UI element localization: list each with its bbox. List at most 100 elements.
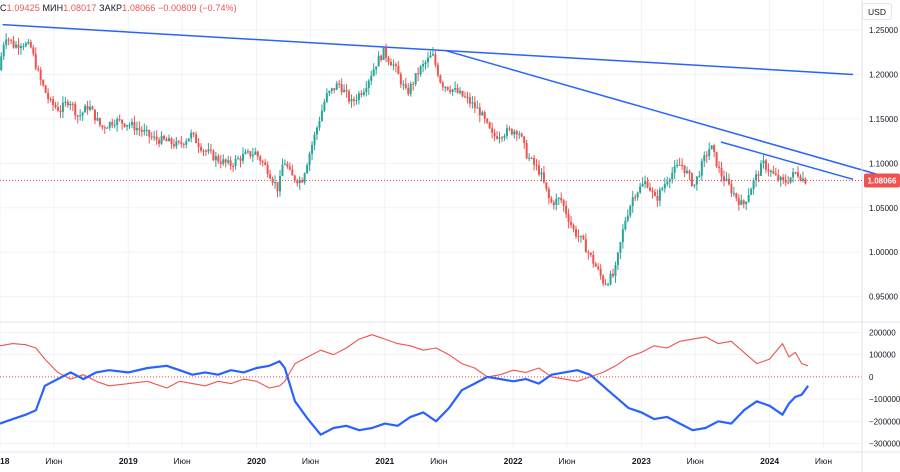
- candle-body: [530, 157, 533, 159]
- candle-body: [594, 263, 597, 267]
- candle-body: [163, 135, 166, 140]
- candle-body: [84, 105, 87, 113]
- candle-body: [348, 91, 351, 102]
- candle-body: [103, 127, 106, 129]
- candle-body: [222, 159, 225, 164]
- candle-body: [486, 118, 489, 123]
- candle-body: [663, 183, 666, 189]
- candle-body: [42, 80, 45, 86]
- candle-body: [565, 205, 568, 215]
- candle-body: [167, 138, 170, 142]
- candle-body: [429, 55, 432, 58]
- candle-body: [138, 128, 141, 130]
- last-price-label: 1.08066: [868, 177, 897, 186]
- candle-body: [269, 174, 272, 179]
- candle-body: [106, 127, 109, 129]
- candle-body: [713, 145, 716, 152]
- candle-body: [61, 102, 64, 112]
- candle-body: [10, 39, 13, 41]
- candle-body: [661, 188, 664, 190]
- candle-body: [444, 86, 447, 88]
- candle-body: [422, 64, 425, 67]
- candle-body: [126, 125, 129, 127]
- candle-body: [17, 44, 20, 48]
- open-value-fragment: C: [0, 3, 7, 13]
- candle-body: [715, 151, 718, 167]
- candle-body: [792, 172, 795, 178]
- time-tick-label: Июн: [45, 456, 62, 466]
- candle-body: [59, 110, 62, 112]
- candle-body: [745, 201, 748, 205]
- indicator-tick-label: 100000: [869, 351, 896, 360]
- candle-body: [325, 93, 328, 102]
- ohlc-header: C1.09425 МИН1.08017 ЗАКР1.08066 −0.00809…: [0, 3, 237, 13]
- indicator-tick-label: −100000: [869, 395, 900, 404]
- candle-body: [76, 115, 79, 117]
- time-tick-label: Июн: [302, 456, 319, 466]
- candle-body: [150, 136, 153, 138]
- candle-body: [357, 93, 360, 101]
- candle-body: [439, 75, 442, 83]
- candle-body: [626, 215, 629, 221]
- candle-body: [177, 141, 180, 143]
- candle-body: [108, 122, 111, 128]
- candle-body: [89, 106, 92, 110]
- candle-body: [703, 155, 706, 162]
- candle-body: [533, 157, 536, 165]
- candle-body: [96, 118, 99, 121]
- candle-body: [355, 100, 358, 102]
- candle-body: [666, 181, 669, 184]
- candles: [0, 33, 807, 287]
- candle-body: [204, 150, 207, 152]
- candle-body: [394, 64, 397, 67]
- candle-body: [417, 73, 420, 75]
- candle-body: [170, 138, 173, 145]
- currency-button[interactable]: USD: [862, 3, 892, 20]
- trendline: [2, 23, 854, 76]
- candle-body: [498, 137, 501, 139]
- candle-body: [764, 160, 767, 170]
- candle-body: [752, 180, 755, 189]
- candle-body: [705, 155, 708, 157]
- candle-body: [639, 186, 642, 193]
- candle-body: [98, 118, 101, 126]
- candle-body: [155, 136, 158, 140]
- candle-body: [79, 115, 82, 117]
- candle-body: [631, 197, 634, 207]
- candle-body: [190, 132, 193, 139]
- candle-body: [779, 177, 782, 181]
- candle-body: [133, 122, 136, 131]
- candle-body: [424, 62, 427, 65]
- candle-body: [523, 136, 526, 143]
- candle-body: [688, 171, 691, 174]
- candle-body: [698, 175, 701, 177]
- candle-body: [101, 125, 104, 128]
- candle-body: [111, 122, 114, 126]
- candle-body: [296, 180, 299, 184]
- candle-body: [315, 127, 318, 135]
- indicator-tick-label: 0: [869, 373, 874, 382]
- candle-body: [241, 153, 244, 161]
- candle-body: [7, 39, 10, 41]
- candle-body: [547, 189, 550, 199]
- candle-body: [493, 132, 496, 137]
- price-tick-label: 1.15000: [869, 115, 898, 124]
- candle-body: [436, 64, 439, 76]
- candle-body: [145, 129, 148, 131]
- candle-body: [550, 198, 553, 203]
- candle-body: [93, 109, 96, 121]
- candle-body: [49, 99, 52, 101]
- candle-body: [286, 163, 289, 167]
- candle-body: [24, 43, 27, 47]
- candle-body: [602, 275, 605, 284]
- price-tick-label: 1.05000: [869, 204, 898, 213]
- candle-body: [732, 193, 735, 195]
- candle-body: [774, 173, 777, 175]
- time-tick-label: 2024: [760, 456, 779, 466]
- candle-body: [607, 284, 610, 286]
- candle-body: [291, 169, 294, 176]
- close-value: 1.08066: [122, 3, 156, 13]
- candle-body: [441, 82, 444, 88]
- candle-body: [740, 200, 743, 205]
